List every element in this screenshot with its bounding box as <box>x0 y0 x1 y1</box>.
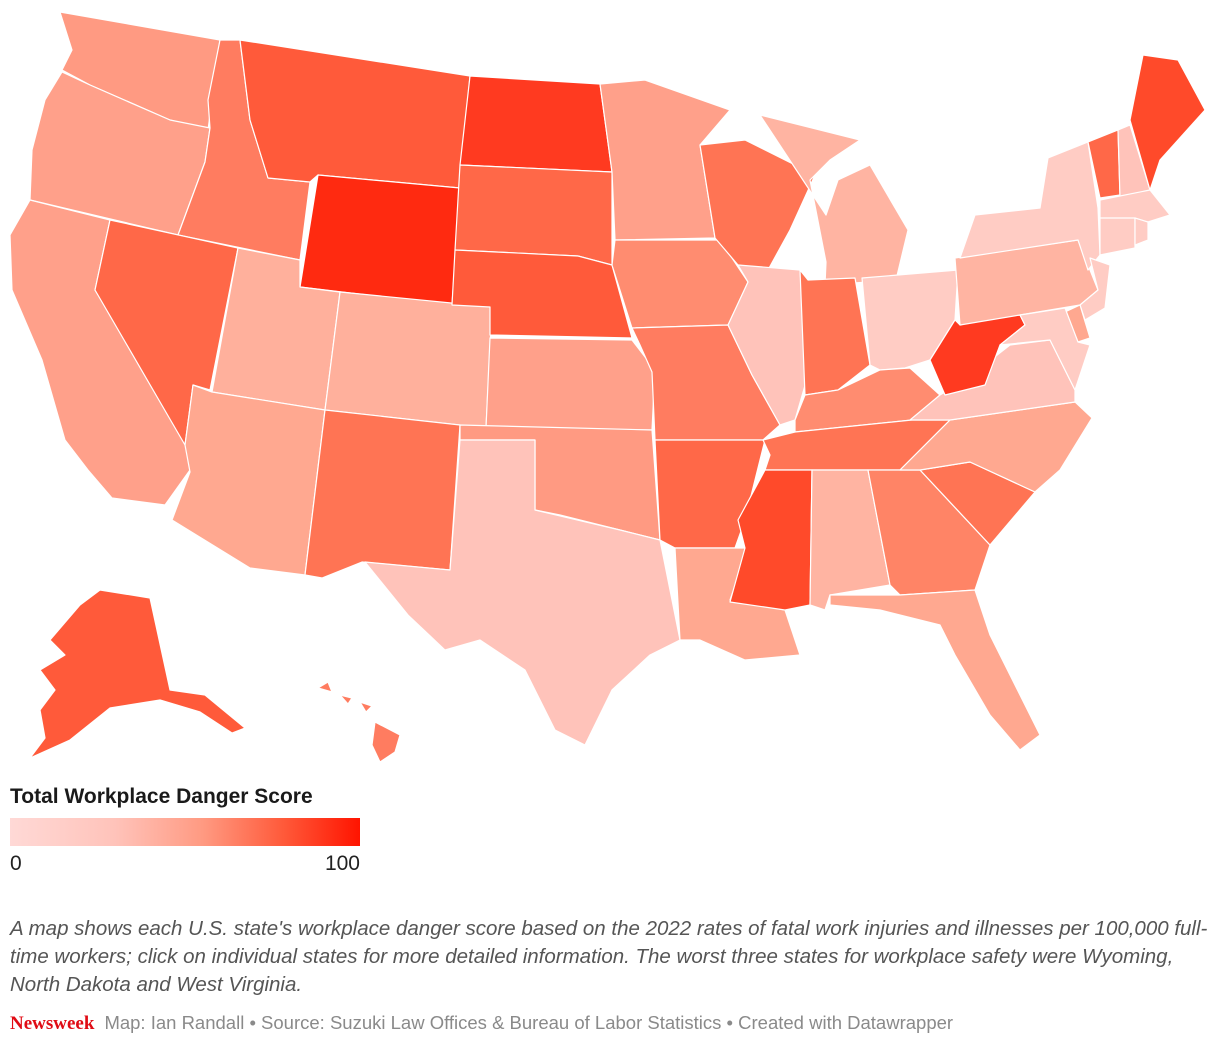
state-ct[interactable] <box>1099 217 1136 256</box>
newsweek-logo[interactable]: Newsweek <box>10 1013 95 1034</box>
legend-min-label: 0 <box>10 852 22 875</box>
state-co[interactable] <box>324 291 493 429</box>
state-ma[interactable] <box>1099 189 1171 223</box>
footer: Newsweek Map: Ian Randall • Source: Suzuk… <box>10 1012 953 1035</box>
state-sd[interactable] <box>454 164 613 266</box>
state-mt[interactable] <box>239 39 471 189</box>
state-nm[interactable] <box>304 409 461 579</box>
state-tx[interactable] <box>364 439 681 746</box>
state-ri[interactable] <box>1134 217 1149 246</box>
state-wy[interactable] <box>299 174 461 306</box>
state-fl[interactable] <box>829 589 1041 751</box>
state-nd[interactable] <box>459 75 613 173</box>
us-states-map <box>9 11 1206 763</box>
footer-credits: Map: Ian Randall • Source: Suzuki Law Of… <box>104 1012 954 1033</box>
state-ak[interactable] <box>29 589 246 759</box>
state-md[interactable] <box>999 307 1091 391</box>
state-ks[interactable] <box>485 337 656 431</box>
state-ne[interactable] <box>451 249 633 339</box>
legend-title: Total Workplace Danger Score <box>10 785 313 808</box>
legend-gradient-bar <box>10 818 360 846</box>
state-az[interactable] <box>171 384 326 576</box>
map-caption: A map shows each U.S. state's workplace … <box>10 917 1208 996</box>
state-ny[interactable] <box>959 141 1101 271</box>
state-hi[interactable] <box>317 681 401 763</box>
state-in[interactable] <box>799 269 871 396</box>
state-mi[interactable] <box>759 114 909 286</box>
legend-max-label: 100 <box>324 852 360 875</box>
state-wi[interactable] <box>699 139 816 271</box>
